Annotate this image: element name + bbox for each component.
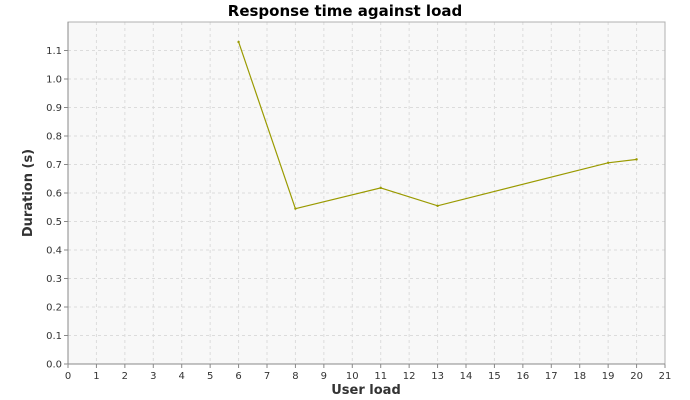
x-tick-label: 11 <box>374 371 387 382</box>
y-tick-label: 0.5 <box>46 217 62 228</box>
x-tick-label: 3 <box>150 371 156 382</box>
x-tick-label: 18 <box>573 371 586 382</box>
data-point <box>635 158 638 161</box>
x-tick-label: 21 <box>659 371 672 382</box>
x-tick-label: 13 <box>431 371 444 382</box>
y-tick-label: 0.2 <box>46 303 62 314</box>
data-point <box>294 207 297 210</box>
x-tick-label: 4 <box>179 371 185 382</box>
x-tick-label: 0 <box>65 371 71 382</box>
y-tick-label: 0.1 <box>46 331 62 342</box>
y-tick-label: 1.1 <box>46 46 62 57</box>
x-tick-label: 19 <box>602 371 615 382</box>
x-tick-label: 20 <box>630 371 643 382</box>
data-point <box>436 204 439 208</box>
x-tick-label: 12 <box>403 371 416 382</box>
x-tick-label: 17 <box>545 371 558 382</box>
x-tick-label: 14 <box>460 371 473 382</box>
x-tick-label: 7 <box>264 371 270 382</box>
data-point <box>237 40 240 44</box>
y-tick-label: 0.7 <box>46 160 62 171</box>
x-tick-label: 10 <box>346 371 359 382</box>
x-tick-label: 2 <box>122 371 128 382</box>
x-axis-label: User load <box>331 383 401 398</box>
x-tick-label: 6 <box>235 371 241 382</box>
x-tick-label: 15 <box>488 371 501 382</box>
y-axis-label: Duration (s) <box>21 149 36 237</box>
y-tick-label: 1.0 <box>46 75 62 86</box>
x-tick-label: 16 <box>516 371 529 382</box>
chart-title: Response time against load <box>228 2 462 20</box>
data-point <box>379 186 382 190</box>
y-tick-label: 0.4 <box>46 246 62 257</box>
x-tick-label: 1 <box>93 371 99 382</box>
y-tick-label: 0.8 <box>46 132 62 143</box>
y-tick-label: 0.6 <box>46 189 62 200</box>
x-tick-label: 9 <box>321 371 327 382</box>
series-line <box>238 41 637 210</box>
x-tick-label: 8 <box>292 371 298 382</box>
x-tick-label: 5 <box>207 371 213 382</box>
plot-background <box>68 22 665 364</box>
axes: 0 1 2 3 4 5 6 7 8 9 10 11 12 13 14 15 16 17 18 19 20 210.00.1… <box>46 21 672 382</box>
grid <box>68 22 666 364</box>
y-tick-label: 0.0 <box>46 360 62 371</box>
y-tick-label: 0.3 <box>46 274 62 285</box>
series-layer <box>237 40 638 210</box>
y-tick-label: 0.9 <box>46 103 62 114</box>
data-point <box>606 161 610 164</box>
